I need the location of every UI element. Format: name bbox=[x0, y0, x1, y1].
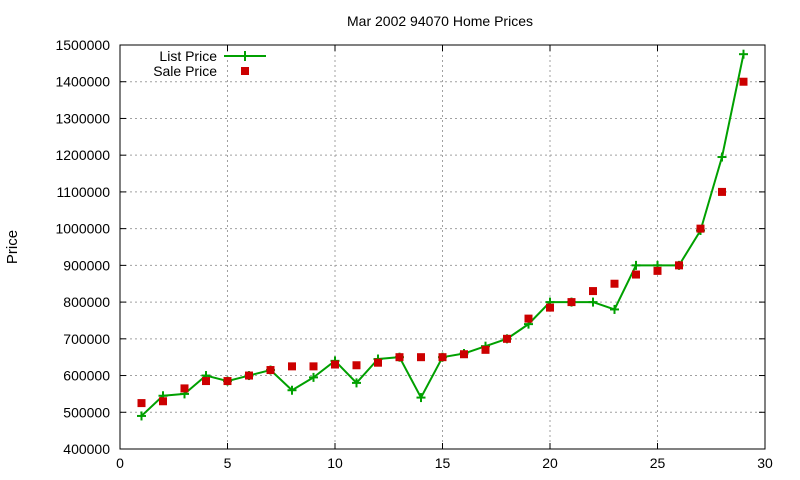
sale-price-point bbox=[739, 77, 748, 86]
sale-price-point bbox=[331, 360, 339, 369]
plot-area bbox=[137, 49, 748, 421]
sale-price-point bbox=[137, 399, 146, 408]
y-tick-label: 800000 bbox=[63, 294, 110, 310]
legend-marker-list-price bbox=[240, 51, 250, 61]
legend-label-sale-price: Sale Price bbox=[153, 63, 217, 79]
x-tick-label: 10 bbox=[327, 455, 343, 471]
plot-frame bbox=[119, 44, 766, 450]
sale-price-point bbox=[675, 261, 683, 270]
legend-marker-sale-price bbox=[241, 67, 249, 75]
y-tick-label: 1000000 bbox=[55, 221, 110, 237]
sale-price-point bbox=[718, 187, 726, 196]
sale-price-point bbox=[417, 353, 425, 362]
list-price-point bbox=[610, 304, 619, 314]
sale-price-point bbox=[567, 298, 576, 307]
y-tick-label: 700000 bbox=[63, 331, 110, 347]
y-tick-label: 1400000 bbox=[55, 74, 110, 90]
y-tick-label: 600000 bbox=[63, 368, 110, 384]
sale-price-point bbox=[460, 350, 468, 359]
sale-price-point bbox=[524, 314, 533, 323]
sale-price-point bbox=[438, 353, 447, 362]
y-tick-label: 500000 bbox=[63, 404, 110, 420]
list-price-point bbox=[717, 152, 727, 162]
chart-title: Mar 2002 94070 Home Prices bbox=[347, 13, 533, 29]
list-price-point bbox=[631, 260, 641, 270]
x-tick-label: 5 bbox=[224, 455, 232, 471]
list-price-point bbox=[137, 411, 146, 421]
sale-price-point bbox=[653, 266, 662, 275]
tick-labels: 0 5 10 15 20 25 30 400000 500000 600000 700000 8000… bbox=[55, 37, 773, 471]
sale-price-point bbox=[202, 377, 210, 386]
list-price-point bbox=[352, 378, 361, 388]
x-tick-label: 20 bbox=[542, 455, 558, 471]
sale-price-point bbox=[374, 358, 382, 367]
sale-price-point bbox=[245, 371, 253, 380]
list-price-point bbox=[739, 49, 748, 59]
list-price-point bbox=[309, 372, 318, 382]
sale-price-point bbox=[288, 362, 296, 371]
sale-price-point bbox=[589, 287, 597, 296]
y-tick-label: 900000 bbox=[63, 257, 110, 273]
sale-price-point bbox=[632, 270, 640, 279]
sale-price-point bbox=[546, 303, 554, 312]
sale-price-point bbox=[395, 353, 404, 362]
sale-price-point bbox=[610, 279, 619, 288]
sale-price-point bbox=[696, 224, 705, 233]
list-price-point bbox=[588, 297, 598, 307]
x-tick-label: 0 bbox=[116, 455, 124, 471]
x-tick-label: 25 bbox=[650, 455, 666, 471]
y-tick-label: 400000 bbox=[63, 441, 110, 457]
sale-price-point bbox=[481, 345, 490, 354]
sale-price-point bbox=[266, 366, 275, 375]
list-price-point bbox=[416, 393, 426, 403]
sale-price-point bbox=[223, 377, 232, 386]
y-tick-label: 1100000 bbox=[57, 184, 111, 200]
y-tick-label: 1300000 bbox=[55, 110, 110, 126]
sale-price-point bbox=[309, 362, 318, 371]
grid bbox=[120, 45, 765, 449]
y-axis-label: Price bbox=[4, 230, 21, 264]
sale-price-point bbox=[352, 361, 361, 370]
x-tick-label: 15 bbox=[435, 455, 451, 471]
legend-label-list-price: List Price bbox=[159, 48, 217, 64]
y-tick-label: 1500000 bbox=[55, 37, 110, 53]
x-tick-label: 30 bbox=[757, 455, 773, 471]
sale-price-point bbox=[159, 397, 167, 406]
sale-price-point bbox=[180, 384, 189, 393]
y-tick-label: 1200000 bbox=[55, 147, 110, 163]
list-price-point bbox=[287, 385, 297, 395]
legend: List Price Sale Price bbox=[153, 48, 266, 79]
sale-price-point bbox=[503, 334, 511, 343]
